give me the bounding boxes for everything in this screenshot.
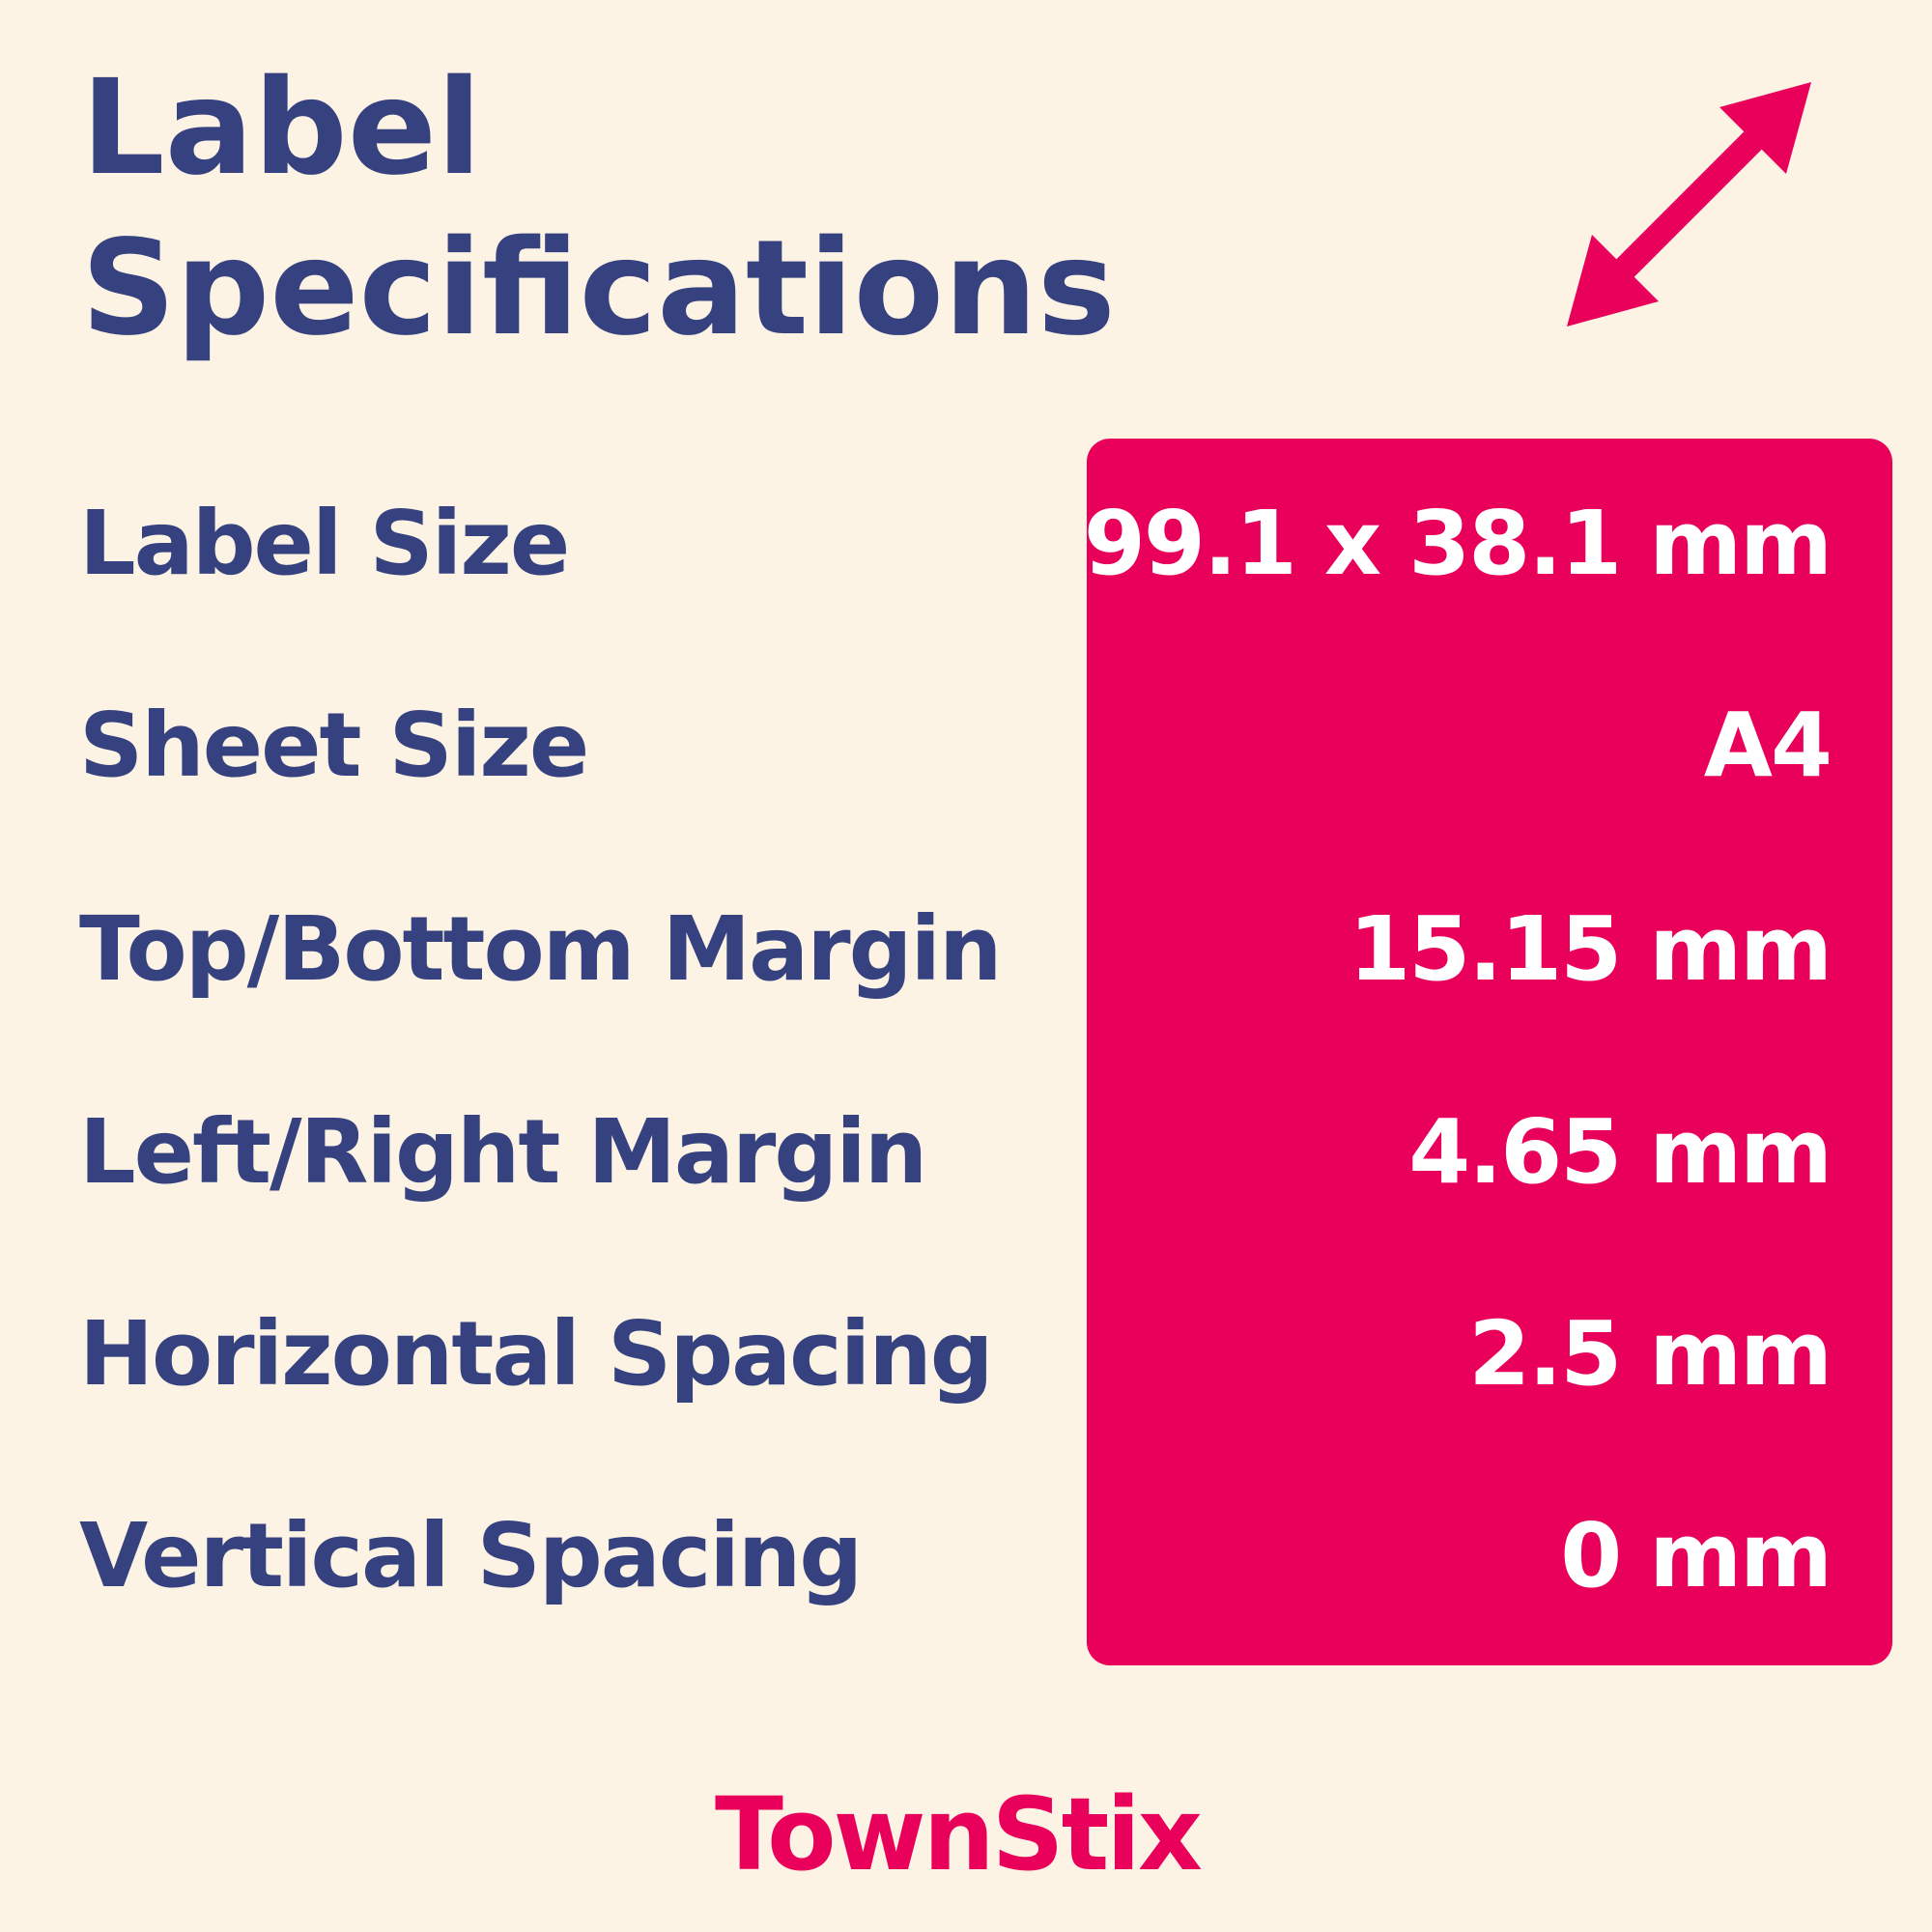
row-label: Left/Right Margin <box>79 1100 927 1204</box>
arrow-head <box>1719 82 1811 174</box>
row-value: 15.15 mm <box>1349 897 1833 1001</box>
brand: TownStix <box>714 1776 1203 1893</box>
row-value: 4.65 mm <box>1408 1100 1833 1204</box>
arrow-head <box>1567 235 1659 327</box>
row-value: 0 mm <box>1560 1504 1833 1607</box>
title: Label Specifications <box>81 52 1116 365</box>
values-panel <box>1087 439 1892 1665</box>
row-value: 99.1 x 38.1 mm <box>1083 492 1833 595</box>
arrow-shaft <box>1584 99 1794 309</box>
row-label: Label Size <box>79 492 570 595</box>
row-value: A4 <box>1703 694 1833 797</box>
row-label: Sheet Size <box>79 694 589 797</box>
row-label: Vertical Spacing <box>79 1504 863 1607</box>
row-label: Top/Bottom Margin <box>79 897 1002 1001</box>
row-label: Horizontal Spacing <box>79 1302 994 1406</box>
row-value: 2.5 mm <box>1468 1302 1833 1406</box>
